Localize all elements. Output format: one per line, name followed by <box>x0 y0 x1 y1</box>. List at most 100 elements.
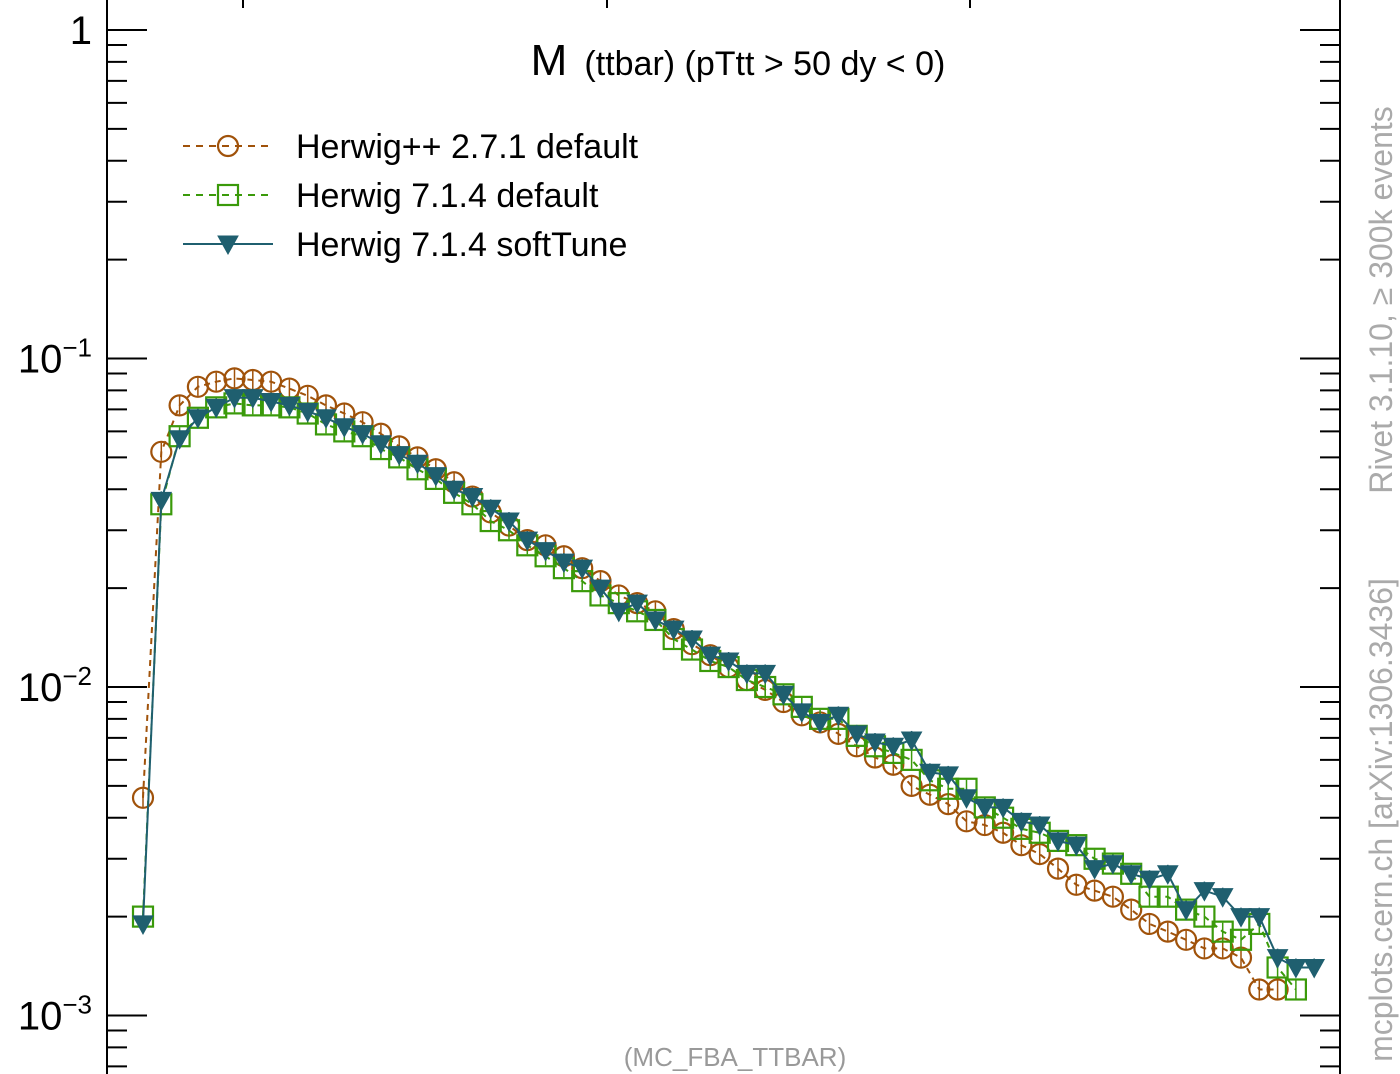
data-point <box>1046 857 1070 880</box>
data-point <box>790 703 813 723</box>
data-point <box>553 553 575 574</box>
data-point <box>1138 912 1161 936</box>
data-point <box>278 396 301 417</box>
series-line <box>142 396 1315 969</box>
data-point <box>1120 898 1143 921</box>
data-point <box>1248 978 1271 1001</box>
y-tick-label: 10−2 <box>18 661 92 710</box>
data-point <box>992 798 1014 819</box>
y-tick-labels: 1 10−1 10−2 10−3 <box>18 9 92 1039</box>
data-point <box>1174 928 1198 951</box>
data-point <box>607 602 630 623</box>
data-point <box>370 435 392 455</box>
data-point <box>1156 920 1179 943</box>
data-point <box>1101 885 1125 908</box>
series-2 <box>131 392 1308 1001</box>
data-point <box>498 512 520 533</box>
legend-entry-2: Herwig 7.1.4 default <box>183 177 599 215</box>
series-layer <box>131 367 1326 1001</box>
legend-entry-3: Herwig 7.1.4 softTune <box>183 226 627 264</box>
data-point <box>1193 905 1216 928</box>
data-point <box>461 488 484 508</box>
data-point <box>1047 832 1069 852</box>
data-point <box>864 733 886 754</box>
data-point <box>1266 949 1289 969</box>
legend-label: Herwig 7.1.4 default <box>296 177 599 215</box>
data-point <box>1303 958 1326 979</box>
data-point <box>1175 901 1197 921</box>
legend-marker <box>216 183 240 207</box>
data-point <box>1028 816 1051 837</box>
legend-marker <box>217 235 239 256</box>
plot-frame <box>106 0 1341 1074</box>
data-point <box>626 594 648 615</box>
title-sub: (ttbar) (pTtt > 50 dy < 0) <box>584 45 945 83</box>
data-point <box>644 611 667 631</box>
data-point <box>1193 882 1216 902</box>
data-point <box>132 915 154 935</box>
data-point <box>1248 908 1271 928</box>
data-point <box>187 409 209 429</box>
data-point <box>1010 812 1033 833</box>
data-point <box>351 425 374 445</box>
data-point <box>315 409 337 429</box>
legend: Herwig++ 2.7.1 default Herwig 7.1.4 defau… <box>183 128 639 264</box>
svg-text:M (ttbar) (pTtt > 50 dy: M (ttbar) (pTtt > 50 dy < 0) <box>531 36 946 85</box>
data-point <box>150 440 173 463</box>
data-point <box>900 731 923 751</box>
data-point <box>937 766 960 786</box>
data-point <box>150 491 173 512</box>
data-point <box>1138 870 1161 891</box>
data-point <box>809 713 831 734</box>
legend-label: Herwig++ 2.7.1 default <box>296 128 639 166</box>
y-tick-label: 1 <box>70 9 92 53</box>
data-point <box>1120 865 1143 885</box>
axis-ticks <box>107 0 1340 1068</box>
mcplots-source-label: mcplots.cern.ch [arXiv:1306.3436] <box>1363 578 1399 1062</box>
data-point <box>845 725 868 745</box>
data-point <box>241 389 264 409</box>
data-point <box>388 446 411 466</box>
data-point <box>534 542 557 562</box>
data-point <box>516 531 539 552</box>
series-1 <box>131 367 1289 1001</box>
legend-label: Herwig 7.1.4 softTune <box>296 226 627 264</box>
data-point <box>1083 860 1106 880</box>
data-point <box>1211 920 1234 943</box>
data-point <box>1285 958 1307 979</box>
data-point <box>1156 885 1179 908</box>
data-point <box>333 418 356 438</box>
title-main: M <box>531 36 568 85</box>
data-point <box>736 664 758 685</box>
data-point <box>479 499 502 520</box>
data-point <box>1156 865 1179 885</box>
data-point <box>205 398 228 419</box>
data-point <box>1102 855 1124 875</box>
data-point <box>754 664 777 685</box>
data-point <box>900 774 923 797</box>
y-tick-label: 10−3 <box>18 990 92 1039</box>
data-point <box>699 646 722 667</box>
data-point <box>168 394 191 417</box>
data-point <box>1229 928 1253 951</box>
data-point <box>1065 836 1088 857</box>
chart-title: M (ttbar) (pTtt > 50 dy < 0) <box>531 36 946 85</box>
data-point <box>406 454 429 475</box>
series-line <box>142 377 1278 991</box>
data-point <box>1193 937 1216 960</box>
data-point <box>589 579 612 600</box>
data-point <box>681 630 703 651</box>
data-point <box>717 652 740 673</box>
legend-entry-1: Herwig++ 2.7.1 default <box>183 128 639 166</box>
analysis-label: (MC_FBA_TTBAR) <box>624 1042 846 1072</box>
data-point <box>1230 908 1252 928</box>
data-point <box>882 737 905 758</box>
y-tick-label: 10−1 <box>18 333 92 382</box>
data-point <box>424 467 447 487</box>
series-3 <box>132 388 1326 979</box>
data-point <box>223 389 246 409</box>
series-line <box>142 402 1297 991</box>
data-point <box>772 685 795 706</box>
data-point <box>1211 888 1234 908</box>
